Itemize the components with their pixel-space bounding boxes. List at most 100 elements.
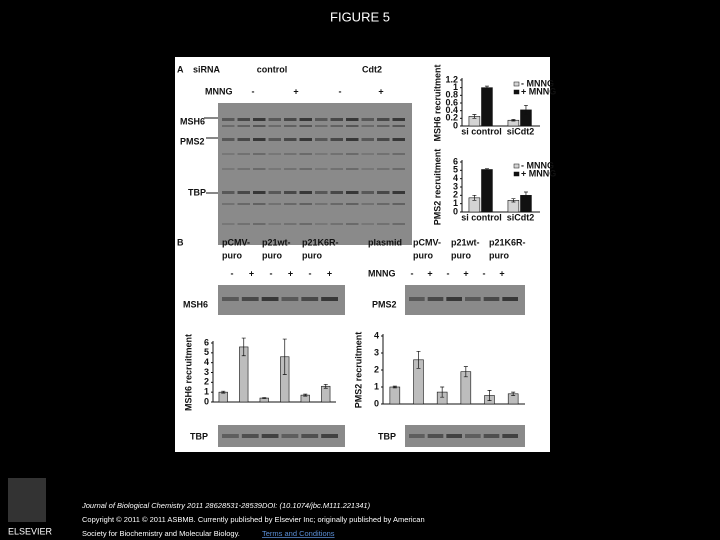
label: MSH6 xyxy=(183,299,208,309)
y-tick-label: 4 xyxy=(204,357,209,367)
gel-band xyxy=(222,203,235,205)
label: Cdt2 xyxy=(362,64,382,74)
gel-band xyxy=(268,203,281,205)
gel-band xyxy=(284,203,297,205)
gel-band xyxy=(299,153,312,155)
gel-band xyxy=(222,191,235,194)
gel-band xyxy=(253,125,266,127)
gel-band xyxy=(281,434,299,438)
gel-band xyxy=(409,297,425,301)
construct: pCMV- xyxy=(222,237,250,247)
gel-band xyxy=(361,125,374,127)
gel-band xyxy=(315,118,328,121)
gel-band xyxy=(361,203,374,205)
treatment: - xyxy=(483,268,486,278)
error-bar xyxy=(511,391,516,396)
copyright: Society for Biochemistry and Molecular B… xyxy=(82,529,240,538)
gel-band xyxy=(315,138,328,141)
gel-band xyxy=(237,168,250,170)
y-tick-label: 5 xyxy=(204,347,209,357)
gel-band xyxy=(392,138,405,141)
legend-label: - MNNG xyxy=(521,160,554,170)
gel-band xyxy=(222,153,235,155)
error-bar xyxy=(463,366,468,378)
error-bar xyxy=(511,198,516,203)
gel-band xyxy=(483,434,500,438)
gel-band xyxy=(502,297,518,301)
treatment: - xyxy=(252,86,255,96)
gel-band xyxy=(222,434,239,438)
gel-band xyxy=(284,223,297,225)
gel-band xyxy=(284,118,297,121)
gel-band xyxy=(253,138,266,141)
y-tick-label: 4 xyxy=(374,330,379,340)
x-tick-label: si control xyxy=(461,212,502,222)
error-bar xyxy=(484,168,489,171)
treatment: + xyxy=(463,268,468,278)
gel-band xyxy=(268,138,281,141)
legend-swatch xyxy=(513,81,520,87)
gel-band xyxy=(361,223,374,225)
error-bar xyxy=(472,194,477,201)
gel-band xyxy=(237,191,250,194)
x-tick-label: siCdt2 xyxy=(507,212,535,222)
label: MSH6 xyxy=(180,116,205,126)
y-tick-label: 6 xyxy=(453,156,458,166)
gel-band xyxy=(284,138,297,141)
y-axis-label: PMS2 recruitment xyxy=(432,149,442,226)
gel-band xyxy=(284,168,297,170)
gel-band xyxy=(392,153,405,155)
treatment: - xyxy=(447,268,450,278)
gel-band xyxy=(321,434,338,438)
gel-band xyxy=(321,297,338,301)
error-bar xyxy=(416,350,421,369)
gel-band xyxy=(346,223,359,225)
label: MNNG xyxy=(368,268,396,278)
y-tick-label: 3 xyxy=(453,181,458,191)
y-tick-label: 0 xyxy=(374,398,379,408)
gel-band xyxy=(299,191,312,194)
gel-band xyxy=(299,168,312,170)
legend-swatch xyxy=(513,89,520,95)
gel-band xyxy=(241,297,259,301)
y-tick-label: 1 xyxy=(204,387,209,397)
gel-band xyxy=(361,168,374,170)
error-bar xyxy=(323,383,328,389)
treatment: - xyxy=(309,268,312,278)
gel-band xyxy=(268,223,281,225)
error-bar xyxy=(303,393,308,397)
treatment: + xyxy=(327,268,332,278)
error-bar xyxy=(440,386,445,398)
gel-band xyxy=(237,203,250,205)
legend-swatch xyxy=(513,171,520,177)
gel-band xyxy=(315,223,328,225)
panel-letter: A xyxy=(177,64,184,74)
treatment: + xyxy=(249,268,254,278)
treatment: + xyxy=(427,268,432,278)
y-tick-label: 3 xyxy=(374,347,379,357)
gels xyxy=(218,103,525,447)
terms-link[interactable]: Terms and Conditions xyxy=(262,529,335,538)
error-bar xyxy=(262,397,267,399)
gel-band xyxy=(346,118,359,121)
treatment: - xyxy=(339,86,342,96)
label: siRNA xyxy=(193,64,221,74)
gel-band xyxy=(284,153,297,155)
y-tick-label: 1 xyxy=(453,82,458,92)
y-tick-label: 0.2 xyxy=(445,113,458,123)
y-axis-label: MSH6 recruitment xyxy=(432,64,442,141)
gel-band xyxy=(377,168,390,170)
gel-band xyxy=(253,168,266,170)
x-tick-label: si control xyxy=(461,126,502,136)
gel-band xyxy=(330,138,343,141)
gel-band xyxy=(284,191,297,194)
error-bar xyxy=(392,385,397,389)
treatment: + xyxy=(378,86,383,96)
gel-band xyxy=(299,223,312,225)
gel-band xyxy=(253,223,266,225)
x-tick-label: siCdt2 xyxy=(507,126,535,136)
gel-band xyxy=(427,434,444,438)
gel-band xyxy=(222,118,235,121)
y-tick-label: 5 xyxy=(453,165,458,175)
